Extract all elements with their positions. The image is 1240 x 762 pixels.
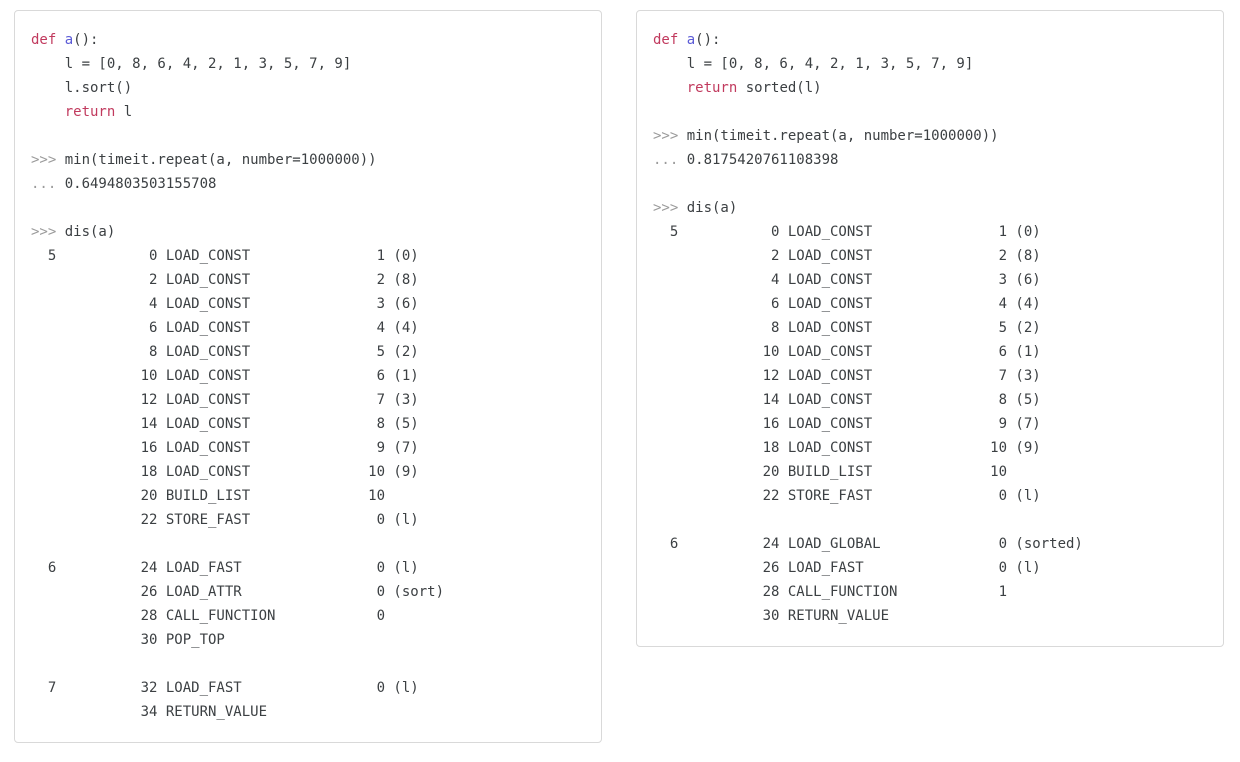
code-text [56,32,64,48]
code-text: l.sort() [31,80,133,96]
code-text: dis(a) [686,200,738,216]
keyword-token: def [653,32,679,48]
prompt-token: ... [653,152,687,168]
code-text: 16 LOAD_CONST 9 (7) [31,440,419,456]
code-text: 34 RETURN_VALUE [31,704,268,720]
keyword-token: return [64,104,116,120]
code-text: 6 LOAD_CONST 4 (4) [653,296,1041,312]
code-text: 20 BUILD_LIST 10 [653,464,1008,480]
code-text [678,32,686,48]
code-text: min(timeit.repeat(a, number=1000000)) [64,152,377,168]
code-text: 8 LOAD_CONST 5 (2) [653,320,1041,336]
prompt-token: >>> [31,152,65,168]
code-text: 12 LOAD_CONST 7 (3) [653,368,1041,384]
prompt-token: >>> [31,224,65,240]
code-text: 5 0 LOAD_CONST 1 (0) [31,248,419,264]
code-text: 22 STORE_FAST 0 (l) [31,512,419,528]
code-text: 30 RETURN_VALUE [653,608,890,624]
code-text: 6 24 LOAD_FAST 0 (l) [31,560,419,576]
keyword-token: def [31,32,57,48]
code-text: 2 LOAD_CONST 2 (8) [653,248,1041,264]
code-text: 26 LOAD_ATTR 0 (sort) [31,584,445,600]
code-text: dis(a) [64,224,116,240]
code-text: 18 LOAD_CONST 10 (9) [31,464,419,480]
code-panels: def a(): l = [0, 8, 6, 4, 2, 1, 3, 5, 7,… [14,10,1224,743]
code-text: 2 LOAD_CONST 2 (8) [31,272,419,288]
code-text: 6 LOAD_CONST 4 (4) [31,320,419,336]
code-text: 28 CALL_FUNCTION 0 [31,608,386,624]
code-text: 4 LOAD_CONST 3 (6) [31,296,419,312]
code-text [31,104,65,120]
prompt-token: >>> [653,128,687,144]
code-text: 22 STORE_FAST 0 (l) [653,488,1041,504]
code-text: 7 32 LOAD_FAST 0 (l) [31,680,419,696]
code-text: 10 LOAD_CONST 6 (1) [31,368,419,384]
code-text: 8 LOAD_CONST 5 (2) [31,344,419,360]
code-text: (): [695,32,721,48]
code-text: 14 LOAD_CONST 8 (5) [31,416,419,432]
code-text: 28 CALL_FUNCTION 1 [653,584,1008,600]
code-text: 30 POP_TOP [31,632,225,648]
page: def a(): l = [0, 8, 6, 4, 2, 1, 3, 5, 7,… [14,10,1224,743]
code-text: 0.8175420761108398 [686,152,839,168]
code-text: 14 LOAD_CONST 8 (5) [653,392,1041,408]
code-text: 4 LOAD_CONST 3 (6) [653,272,1041,288]
code-text: 26 LOAD_FAST 0 (l) [653,560,1041,576]
code-text: 20 BUILD_LIST 10 [31,488,386,504]
code-text: 16 LOAD_CONST 9 (7) [653,416,1041,432]
code-text: 10 LOAD_CONST 6 (1) [653,344,1041,360]
code-text: 12 LOAD_CONST 7 (3) [31,392,419,408]
code-text: l [115,104,133,120]
code-panel-sorted-builtin: def a(): l = [0, 8, 6, 4, 2, 1, 3, 5, 7,… [636,10,1224,647]
code-text: 0.6494803503155708 [64,176,217,192]
code-text: l = [0, 8, 6, 4, 2, 1, 3, 5, 7, 9] [31,56,352,72]
code-text: 5 0 LOAD_CONST 1 (0) [653,224,1041,240]
prompt-token: ... [31,176,65,192]
code-text: 6 24 LOAD_GLOBAL 0 (sorted) [653,536,1083,552]
keyword-token: return [686,80,738,96]
function-token: a [64,32,74,48]
code-text: l = [0, 8, 6, 4, 2, 1, 3, 5, 7, 9] [653,56,974,72]
code-panel-list-sort: def a(): l = [0, 8, 6, 4, 2, 1, 3, 5, 7,… [14,10,602,743]
code-text: (): [73,32,99,48]
code-text: 18 LOAD_CONST 10 (9) [653,440,1041,456]
function-token: a [686,32,696,48]
code-text: min(timeit.repeat(a, number=1000000)) [686,128,999,144]
code-text [653,80,687,96]
prompt-token: >>> [653,200,687,216]
code-text: sorted(l) [737,80,822,96]
